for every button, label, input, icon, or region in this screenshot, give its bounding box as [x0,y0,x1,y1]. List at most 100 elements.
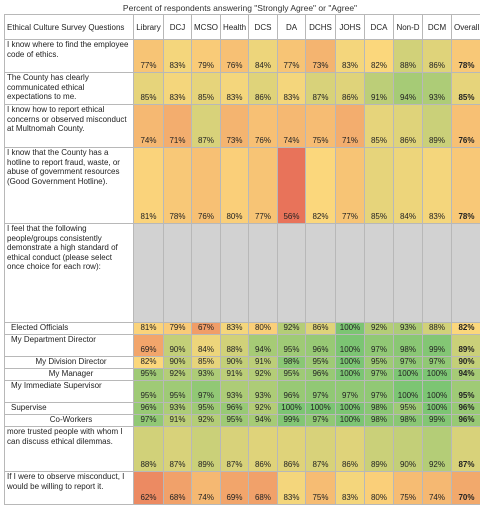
value-cell: 95% [365,357,394,369]
value-cell: 93% [192,369,221,381]
value-cell: 99% [423,415,452,427]
value-cell: 88% [134,427,164,472]
value-cell: 96% [306,369,336,381]
value-cell: 94% [452,369,480,381]
value-cell: 92% [249,403,278,415]
value-cell: 80% [221,148,249,224]
column-header-row: Ethical Culture Survey Questions Library… [5,15,480,40]
question-label: more trusted people with whom I can disc… [5,427,134,472]
value-cell: 83% [164,73,192,105]
value-cell: 77% [249,148,278,224]
value-cell: 80% [249,323,278,335]
question-label: I know how to report ethical concerns or… [5,105,134,148]
value-cell: 89% [365,427,394,472]
value-cell: 67% [192,323,221,335]
value-cell: 100% [336,357,365,369]
value-cell [452,224,480,323]
value-cell: 87% [192,105,221,148]
value-cell [221,224,249,323]
value-cell: 89% [452,335,480,357]
value-cell: 73% [221,105,249,148]
value-cell: 74% [134,105,164,148]
column-header: Library [134,15,164,40]
table-row: I feel that the following people/groups … [5,224,480,323]
value-cell: 77% [134,40,164,73]
value-cell: 97% [134,415,164,427]
question-label: I know where to find the employee code o… [5,40,134,73]
value-cell: 90% [164,335,192,357]
value-cell [394,224,423,323]
value-cell: 82% [365,40,394,73]
value-cell [164,224,192,323]
value-cell: 76% [192,148,221,224]
value-cell: 88% [394,40,423,73]
value-cell: 98% [365,403,394,415]
question-label: My Immediate Supervisor [5,381,134,403]
value-cell: 95% [278,335,306,357]
value-cell: 85% [365,148,394,224]
value-cell [365,224,394,323]
question-label: My Division Director [5,357,134,369]
value-cell: 93% [249,381,278,403]
question-label: My Department Director [5,335,134,357]
value-cell: 68% [164,472,192,505]
ethics-survey-table: Ethical Culture Survey Questions Library… [4,14,480,505]
value-cell: 85% [134,73,164,105]
value-cell: 90% [164,357,192,369]
value-cell: 75% [394,472,423,505]
column-header: DCA [365,15,394,40]
table-row: If I were to observe misconduct, I would… [5,472,480,505]
value-cell: 93% [423,73,452,105]
value-cell: 89% [192,427,221,472]
value-cell: 98% [365,415,394,427]
value-cell: 97% [336,381,365,403]
value-cell: 74% [423,472,452,505]
column-header: Non-D [394,15,423,40]
value-cell: 69% [221,472,249,505]
column-header: DCS [249,15,278,40]
value-cell: 83% [423,148,452,224]
value-cell: 76% [249,105,278,148]
value-cell: 81% [134,323,164,335]
value-cell: 100% [423,403,452,415]
value-cell: 92% [192,415,221,427]
value-cell: 69% [134,335,164,357]
value-cell: 87% [164,427,192,472]
question-label: I feel that the following people/groups … [5,224,134,323]
question-label: Co-Workers [5,415,134,427]
question-label: My Manager [5,369,134,381]
value-cell: 86% [423,40,452,73]
value-cell: 82% [452,323,480,335]
value-cell: 91% [221,369,249,381]
value-cell: 83% [278,73,306,105]
value-cell: 95% [452,381,480,403]
value-cell: 100% [423,369,452,381]
table-row: I know where to find the employee code o… [5,40,480,73]
value-cell: 97% [306,415,336,427]
value-cell: 83% [278,472,306,505]
value-cell: 97% [306,381,336,403]
value-cell: 98% [394,415,423,427]
value-cell: 92% [365,323,394,335]
value-cell: 77% [278,40,306,73]
value-cell: 62% [134,472,164,505]
value-cell: 96% [134,403,164,415]
value-cell: 86% [394,105,423,148]
value-cell: 68% [249,472,278,505]
value-cell: 95% [164,381,192,403]
value-cell: 71% [164,105,192,148]
header-note: Percent of respondents answering "Strong… [0,3,480,13]
value-cell: 97% [365,335,394,357]
column-header: DA [278,15,306,40]
value-cell: 100% [394,369,423,381]
value-cell: 97% [192,381,221,403]
question-label: If I were to observe misconduct, I would… [5,472,134,505]
value-cell: 87% [452,427,480,472]
value-cell [278,224,306,323]
value-cell: 95% [278,369,306,381]
value-cell: 100% [278,403,306,415]
